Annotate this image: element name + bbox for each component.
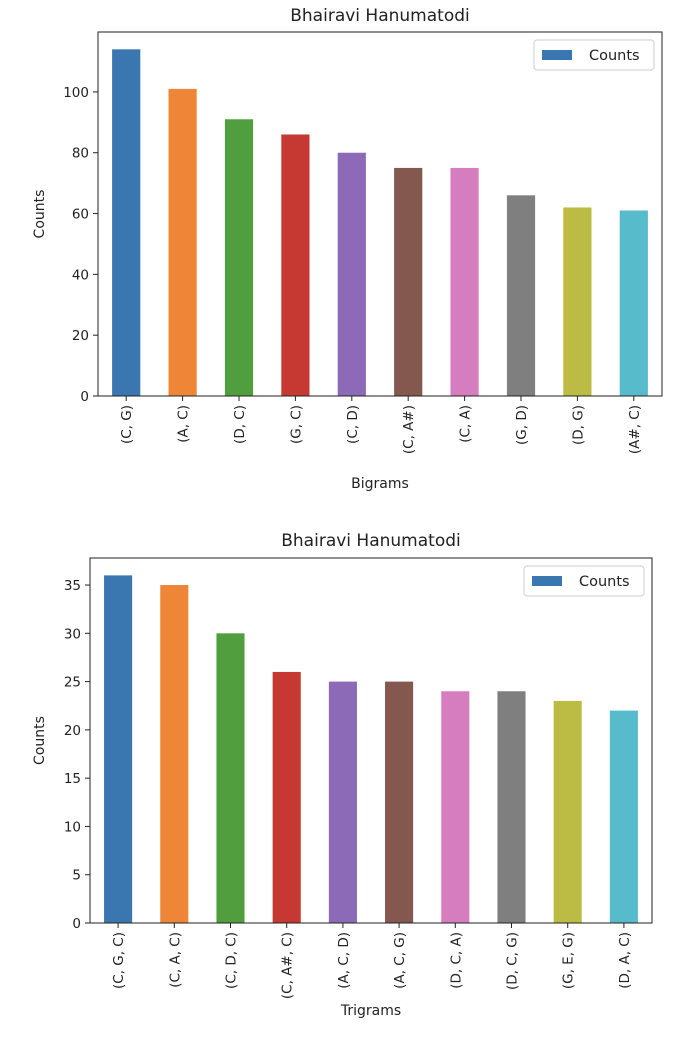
bigram-y-axis-label: Counts <box>32 190 48 239</box>
trigram-x-axis-label: Trigrams <box>340 1003 401 1019</box>
bigram-y-tick-label: 40 <box>72 267 89 283</box>
bigram-bar-chart: Bhairavi Hanumatodi 0 20 40 60 80 100 (C, G) (A,… <box>32 6 663 492</box>
bigram-legend: Counts <box>533 39 655 71</box>
bigram-y-tick-label: 0 <box>80 389 89 405</box>
trigram-x-tick-label: (C, D, C) <box>224 932 240 989</box>
bigram-y-tick-label: 100 <box>63 85 89 101</box>
trigram-x-tick-label: (D, C, A) <box>448 932 464 989</box>
bigram-x-tick-label: (A, C) <box>176 405 192 443</box>
trigram-bar <box>104 575 133 923</box>
trigram-x-tick-label: (C, A#, C) <box>280 932 296 999</box>
trigram-x-tick-label: (A, C, D) <box>336 932 352 989</box>
bigram-y-tick-label: 60 <box>72 207 89 223</box>
trigram-y-tick-label: 0 <box>72 916 81 932</box>
trigram-y-tick-label: 10 <box>64 819 81 835</box>
trigram-y-tick-label: 20 <box>64 723 81 739</box>
trigram-legend-swatch <box>532 576 562 586</box>
trigram-y-axis-label: Counts <box>32 716 48 765</box>
trigram-y-tick-label: 5 <box>72 868 81 884</box>
trigram-x-tick-label: (C, G, C) <box>111 932 127 989</box>
trigram-chart-title: Bhairavi Hanumatodi <box>281 531 460 551</box>
bigram-x-tick-label: (A#, C) <box>627 405 643 454</box>
bigram-x-tick-label: (D, G) <box>570 405 586 445</box>
trigram-y-tick-label: 15 <box>64 771 81 787</box>
trigram-bar <box>160 585 189 923</box>
trigram-x-tick-label: (D, C, G) <box>505 932 521 990</box>
bigram-x-tick-label: (C, A#) <box>401 405 417 454</box>
bigram-bar <box>112 49 141 396</box>
trigram-bar <box>272 671 301 923</box>
bigram-x-tick-label: (C, G) <box>119 405 135 444</box>
bigram-x-tick-label: (G, D) <box>514 405 530 445</box>
bigram-bar <box>450 167 479 396</box>
trigram-bar <box>553 700 582 923</box>
bigram-legend-box <box>533 39 655 71</box>
trigram-x-tick-label: (A, C, G) <box>392 932 408 989</box>
trigram-bar <box>385 681 414 923</box>
trigram-axes-frame <box>89 557 653 924</box>
bigram-x-axis-label: Bigrams <box>351 476 409 492</box>
trigram-y-tick-label: 25 <box>64 675 81 691</box>
trigram-x-tick-label: (G, E, G) <box>561 932 577 989</box>
bigram-x-tick-label: (D, C) <box>232 405 248 444</box>
bigram-bar <box>394 167 423 396</box>
trigram-legend-box <box>523 565 645 597</box>
bigram-legend-swatch <box>542 50 572 60</box>
trigram-x-tick-label: (C, A, C) <box>167 932 183 988</box>
bigram-bar <box>337 152 366 396</box>
trigram-bar <box>497 691 526 923</box>
bigram-legend-label: Counts <box>589 48 640 64</box>
bigram-x-tick-label: (G, C) <box>288 405 304 444</box>
bigram-bar <box>506 195 536 396</box>
trigram-bar <box>328 681 357 923</box>
trigram-bar <box>609 710 638 923</box>
trigram-y-tick-label: 35 <box>64 578 81 594</box>
trigram-x-tick-label: (D, A, C) <box>617 932 633 989</box>
bigram-bar <box>563 207 592 396</box>
bigram-y-tick-label: 20 <box>72 328 89 344</box>
trigram-legend-label: Counts <box>579 574 630 590</box>
bigram-bar <box>281 134 310 397</box>
bigram-x-tick-label: (C, D) <box>345 405 361 444</box>
trigram-bar <box>216 633 245 923</box>
trigram-y-tick-label: 30 <box>64 626 81 642</box>
trigram-bar-chart: Bhairavi Hanumatodi 0 5 10 15 20 25 30 35 (C, G, … <box>32 531 653 1019</box>
bigram-bar <box>619 210 648 396</box>
trigram-legend: Counts <box>523 565 645 597</box>
bigram-y-tick-label: 80 <box>72 146 89 162</box>
trigram-bar <box>441 691 470 923</box>
bigram-bar <box>168 88 197 397</box>
bigram-x-tick-label: (C, A) <box>458 405 474 443</box>
bigram-bar <box>224 119 254 397</box>
bigram-chart-title: Bhairavi Hanumatodi <box>290 6 469 26</box>
